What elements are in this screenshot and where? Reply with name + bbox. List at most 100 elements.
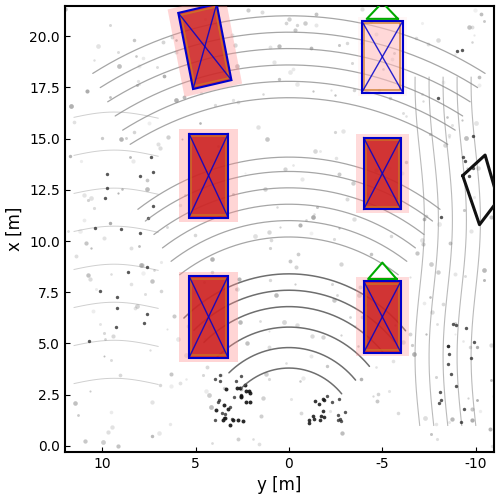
Point <box>304 416 312 424</box>
Point <box>118 225 126 233</box>
Point <box>434 94 442 102</box>
Point <box>315 400 323 408</box>
Point <box>164 134 172 141</box>
Point <box>462 134 470 142</box>
Point <box>135 242 143 250</box>
Point <box>302 216 310 224</box>
Point <box>262 135 270 143</box>
Point <box>471 6 479 14</box>
Point <box>468 24 475 32</box>
Point <box>230 392 238 400</box>
Point <box>87 194 95 202</box>
Point <box>211 416 219 424</box>
Point <box>108 423 116 431</box>
Polygon shape <box>362 21 403 92</box>
Point <box>103 184 111 192</box>
Point <box>282 360 290 368</box>
Point <box>244 6 252 14</box>
Point <box>368 292 376 300</box>
Point <box>146 346 154 354</box>
Point <box>104 170 112 177</box>
Point <box>158 286 166 294</box>
Point <box>432 435 440 443</box>
Point <box>362 300 370 308</box>
Point <box>292 26 300 34</box>
Point <box>427 260 435 268</box>
Point <box>148 432 156 440</box>
Point <box>197 88 205 96</box>
Polygon shape <box>356 134 408 213</box>
Point <box>392 280 400 288</box>
Point <box>113 293 121 301</box>
Point <box>220 414 228 422</box>
Point <box>245 387 253 395</box>
Point <box>434 36 442 44</box>
Point <box>237 392 245 400</box>
Point <box>460 337 468 345</box>
Point <box>166 420 174 428</box>
Point <box>310 210 318 218</box>
Point <box>92 224 100 232</box>
Point <box>432 374 440 382</box>
Point <box>298 176 306 184</box>
Point <box>445 418 453 426</box>
Point <box>336 170 344 177</box>
Point <box>392 321 400 329</box>
Point <box>80 191 88 199</box>
Point <box>83 87 91 95</box>
Point <box>258 8 266 16</box>
Point <box>168 33 176 41</box>
Point <box>203 363 211 371</box>
Point <box>451 50 459 58</box>
Point <box>335 42 343 50</box>
Point <box>437 396 445 404</box>
Point <box>172 96 180 104</box>
Point <box>332 154 340 162</box>
Point <box>145 118 153 126</box>
Point <box>132 81 140 89</box>
Point <box>468 38 476 46</box>
Point <box>265 228 273 236</box>
Point <box>490 392 498 400</box>
Point <box>236 372 244 380</box>
Point <box>246 398 254 406</box>
Point <box>436 388 444 396</box>
Point <box>334 416 342 424</box>
Point <box>231 41 239 49</box>
Point <box>202 388 209 396</box>
Point <box>266 236 274 244</box>
Point <box>426 294 434 302</box>
Polygon shape <box>356 278 408 356</box>
Point <box>323 392 331 400</box>
Point <box>236 274 244 282</box>
Point <box>126 152 134 160</box>
Point <box>362 190 370 198</box>
Point <box>422 212 430 220</box>
Point <box>100 329 108 337</box>
Point <box>335 396 343 404</box>
Point <box>82 239 90 247</box>
Point <box>470 338 478 346</box>
Polygon shape <box>364 138 401 210</box>
Point <box>488 442 496 450</box>
Point <box>473 344 481 351</box>
Point <box>265 376 273 384</box>
Point <box>296 410 304 418</box>
Point <box>156 430 164 438</box>
Point <box>356 283 364 291</box>
Point <box>422 330 430 338</box>
Point <box>328 280 336 287</box>
Point <box>90 56 98 64</box>
Point <box>99 438 107 446</box>
Point <box>135 80 143 88</box>
Point <box>92 285 100 293</box>
Point <box>296 222 304 230</box>
Point <box>208 158 216 166</box>
Point <box>222 384 230 392</box>
Point <box>320 413 328 421</box>
Point <box>488 213 496 221</box>
Point <box>443 113 451 121</box>
Point <box>343 196 351 203</box>
Point <box>319 408 327 416</box>
Point <box>234 435 242 443</box>
